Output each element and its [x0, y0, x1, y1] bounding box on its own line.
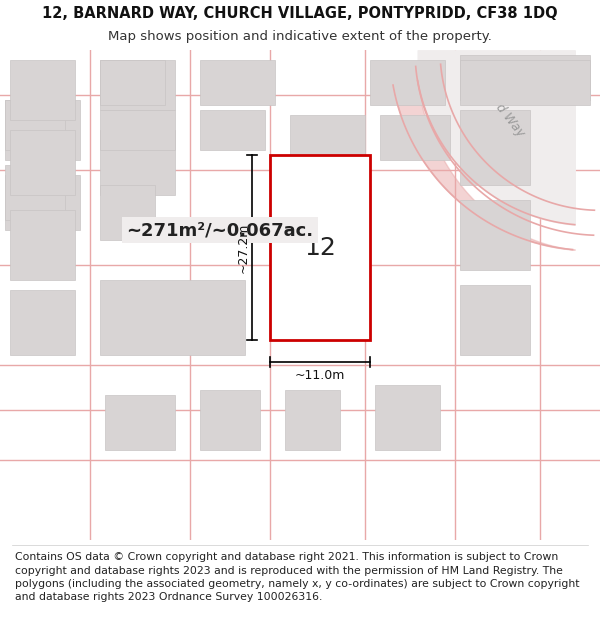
Bar	[460, 60, 590, 105]
Bar	[380, 115, 450, 160]
Bar	[100, 185, 155, 240]
Bar	[100, 60, 165, 105]
Bar	[460, 55, 590, 100]
Bar	[370, 60, 445, 105]
Bar	[460, 110, 530, 185]
Bar	[100, 280, 245, 355]
Text: Map shows position and indicative extent of the property.: Map shows position and indicative extent…	[108, 29, 492, 42]
Bar	[10, 210, 75, 280]
Bar	[100, 130, 175, 195]
Bar	[100, 110, 175, 150]
Bar	[460, 285, 530, 355]
Bar	[10, 60, 75, 120]
Bar	[200, 110, 265, 150]
Text: 12: 12	[304, 236, 336, 260]
Bar	[10, 290, 75, 355]
Bar	[200, 390, 260, 450]
Bar	[290, 115, 365, 160]
Bar	[105, 395, 175, 450]
Text: ~27.2m: ~27.2m	[236, 222, 250, 273]
Bar	[460, 200, 530, 270]
Bar	[100, 60, 175, 110]
Bar	[285, 390, 340, 450]
Bar	[5, 100, 65, 150]
Text: 12, BARNARD WAY, CHURCH VILLAGE, PONTYPRIDD, CF38 1DQ: 12, BARNARD WAY, CHURCH VILLAGE, PONTYPR…	[42, 6, 558, 21]
Bar	[375, 385, 440, 450]
Bar	[5, 165, 65, 220]
Text: ~271m²/~0.067ac.: ~271m²/~0.067ac.	[127, 221, 314, 239]
Bar	[270, 155, 370, 340]
Bar	[10, 130, 75, 195]
Text: ~11.0m: ~11.0m	[295, 369, 345, 382]
Text: d Way: d Way	[493, 101, 527, 139]
Text: Contains OS data © Crown copyright and database right 2021. This information is : Contains OS data © Crown copyright and d…	[15, 552, 580, 602]
Bar	[5, 175, 80, 230]
Bar	[200, 60, 275, 105]
Bar	[5, 100, 80, 160]
